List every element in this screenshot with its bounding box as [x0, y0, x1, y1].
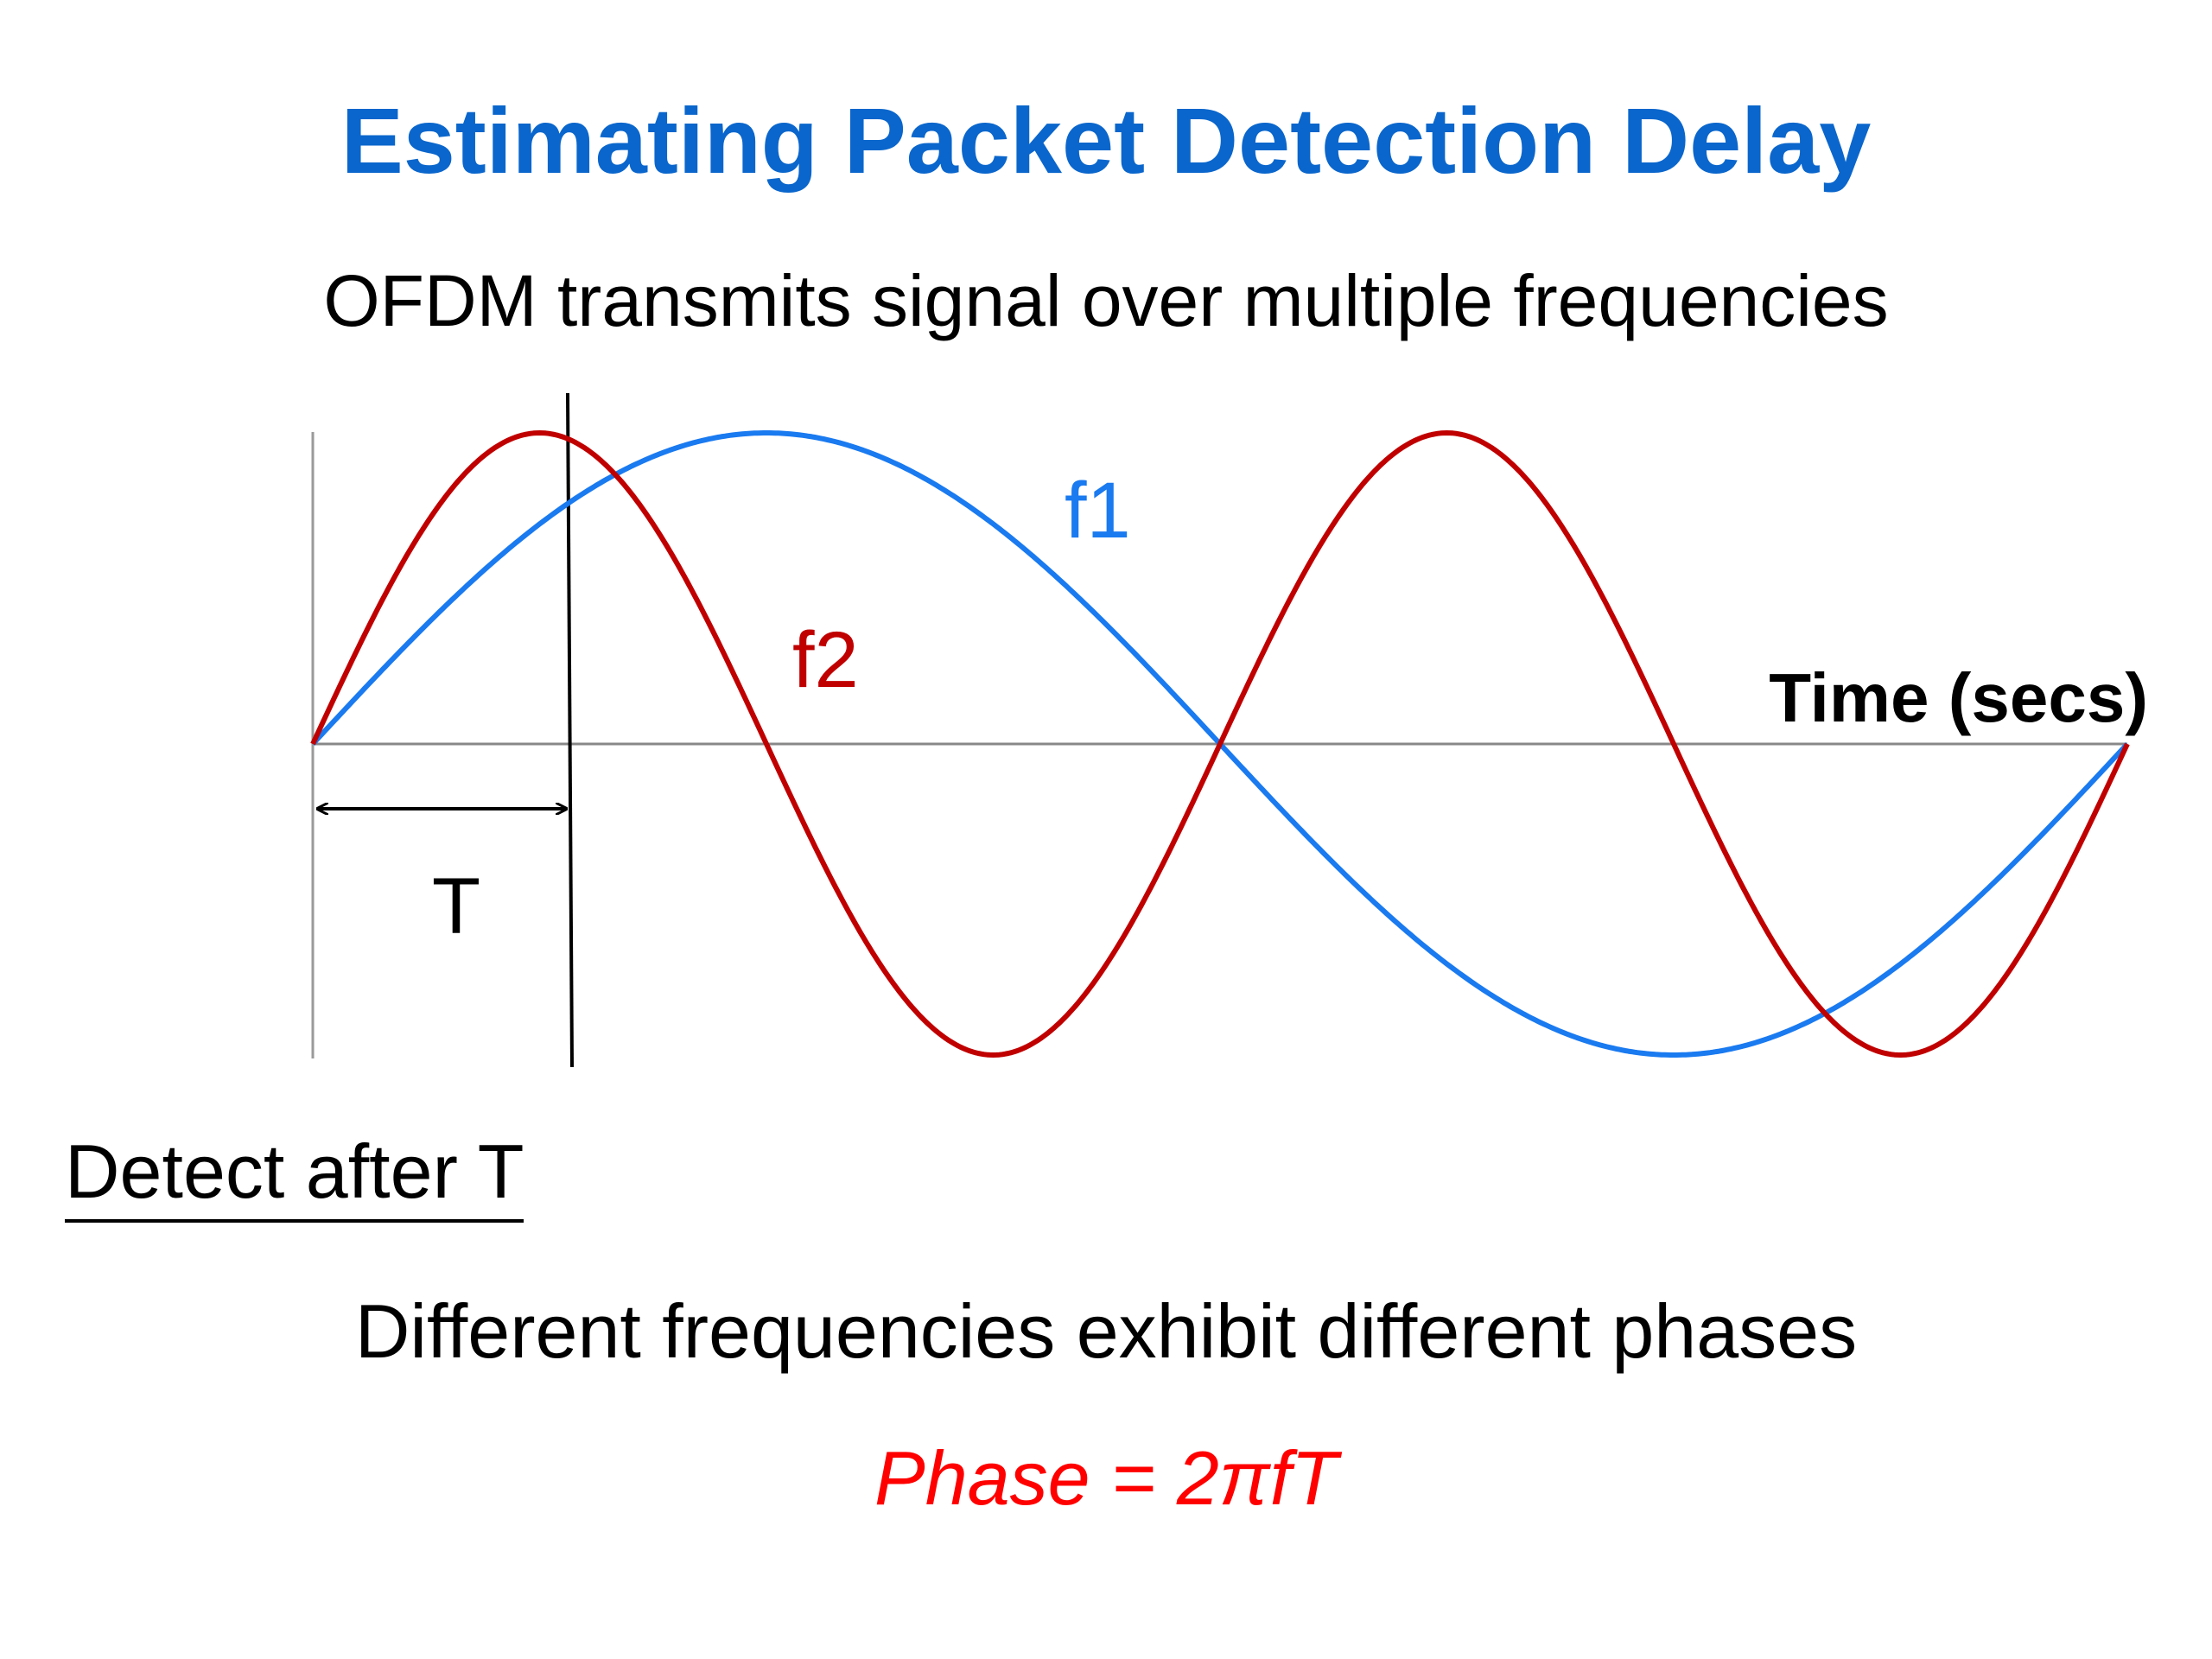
phase-formula: Phase = 2πfT [874, 1435, 1338, 1521]
detection-line [566, 392, 574, 1068]
slide-title: Estimating Packet Detection Delay [340, 88, 1872, 193]
phase-statement: Different frequencies exhibit different … [354, 1288, 1858, 1374]
detect-after-label: Detect after T [65, 1128, 524, 1223]
wave-label-f2: f2 [792, 616, 859, 704]
wave-f2 [310, 430, 2130, 1058]
time-axis-label: Time (secs) [1769, 659, 2148, 736]
detect-after-text: Detect after T [65, 1129, 524, 1223]
delay-label: T [432, 862, 480, 950]
wave-label-f1: f1 [1065, 467, 1131, 555]
slide-subtitle: OFDM transmits signal over multiple freq… [323, 260, 1889, 341]
